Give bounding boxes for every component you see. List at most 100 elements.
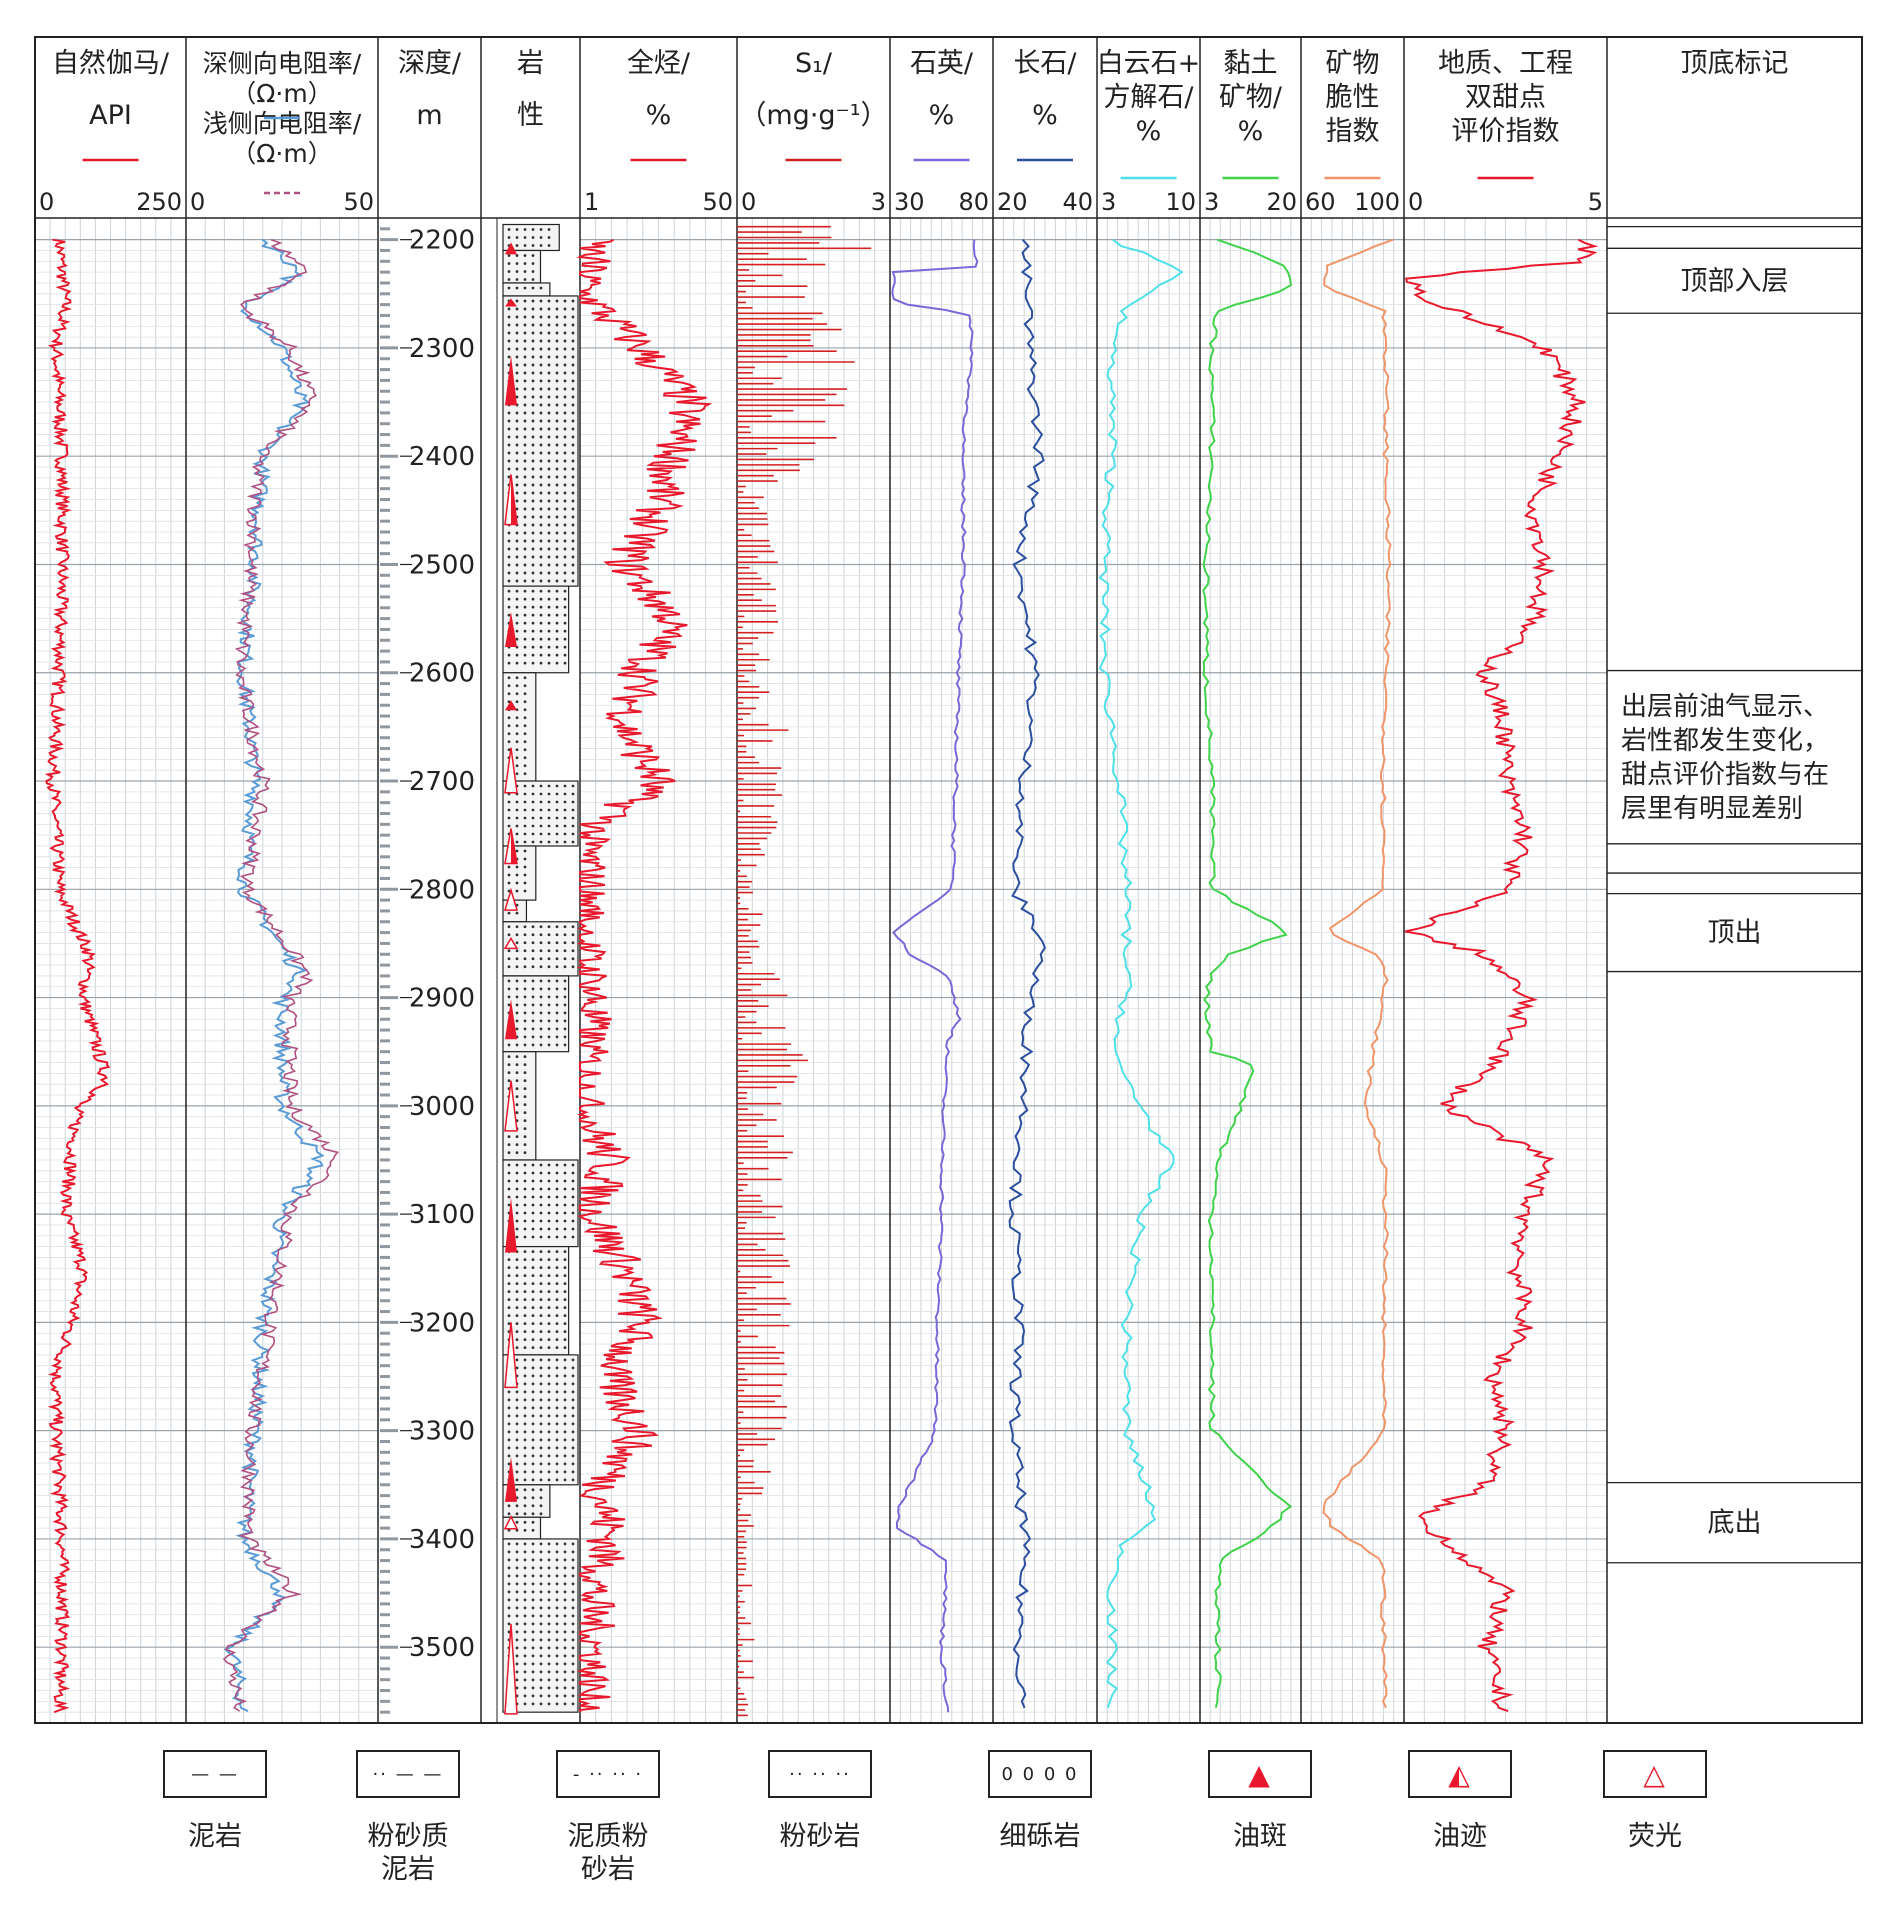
siltstone-dot (515, 244, 519, 247)
siltstone-dot (523, 661, 527, 665)
siltstone-dot (563, 1290, 567, 1293)
siltstone-dot (539, 307, 543, 311)
siltstone-dot (547, 483, 551, 487)
siltstone-dot (523, 933, 527, 937)
siltstone-dot (555, 957, 559, 961)
siltstone-dot (555, 1211, 559, 1215)
siltstone-dot (531, 467, 535, 471)
siltstone-dot (539, 1179, 543, 1183)
siltstone-dot (563, 1478, 567, 1482)
siltstone-dot (555, 1219, 559, 1223)
siltstone-dot (555, 597, 559, 601)
siltstone-dot (539, 1322, 543, 1325)
siltstone-dot (571, 1694, 575, 1698)
siltstone-dot (515, 1227, 519, 1231)
siltstone-dot (547, 1630, 551, 1634)
siltstone-dot (531, 1011, 535, 1015)
siltstone-dot (555, 299, 559, 303)
siltstone-dot (571, 957, 575, 961)
siltstone-dot (555, 1290, 559, 1293)
siltstone-dot (507, 1422, 511, 1426)
siltstone-dot (563, 1258, 567, 1261)
siltstone-dot (515, 1512, 519, 1516)
siltstone-dot (539, 475, 543, 479)
siltstone-dot (507, 824, 511, 828)
silty-mudstone-symbol-icon: ·· — — (356, 1750, 460, 1798)
siltstone-dot (563, 363, 567, 367)
siltstone-dot (539, 1430, 543, 1434)
siltstone-dot (515, 1606, 519, 1610)
siltstone-dot (571, 1398, 575, 1402)
siltstone-dot (563, 467, 567, 471)
siltstone-dot (555, 563, 559, 567)
siltstone-dot (523, 1258, 527, 1261)
scale-min-dol: 3 (1101, 188, 1116, 216)
siltstone-dot (515, 1678, 519, 1682)
siltstone-dot (515, 1558, 519, 1562)
siltstone-dot (571, 784, 575, 788)
siltstone-dot (539, 563, 543, 567)
siltstone-dot (539, 403, 543, 407)
siltstone-dot (523, 411, 527, 415)
siltstone-dot (515, 724, 519, 728)
siltstone-dot (563, 499, 567, 503)
siltstone-dot (507, 331, 511, 335)
siltstone-dot (531, 547, 535, 551)
siltstone-dot (555, 339, 559, 343)
siltstone-dot (531, 475, 535, 479)
siltstone-dot (507, 808, 511, 812)
siltstone-dot (523, 708, 527, 712)
curve-全烃 (576, 238, 713, 1713)
siltstone-dot (539, 816, 543, 820)
lithology-band (502, 1159, 579, 1248)
siltstone-dot (515, 772, 519, 776)
siltstone-dot (547, 1306, 551, 1309)
siltstone-dot (523, 865, 527, 869)
siltstone-dot (539, 933, 543, 937)
siltstone-dot (547, 1290, 551, 1293)
curve-深侧向电阻率 (223, 238, 325, 1713)
siltstone-dot (531, 339, 535, 343)
siltstone-dot (555, 1702, 559, 1706)
siltstone-dot (555, 832, 559, 836)
siltstone-dot (507, 531, 511, 535)
track-title-tg: 全烃/ (627, 48, 691, 79)
siltstone-dot (539, 539, 543, 543)
siltstone-dot (523, 816, 527, 820)
lithology-band (502, 295, 579, 587)
siltstone-dot (507, 979, 511, 983)
siltstone-dot (555, 1322, 559, 1325)
siltstone-dot (531, 1662, 535, 1666)
siltstone-dot (507, 363, 511, 367)
siltstone-dot (563, 483, 567, 487)
track-title-depth: 深度/ (398, 48, 462, 79)
siltstone-dot (539, 1414, 543, 1418)
oil-patch-icon (505, 1456, 517, 1502)
siltstone-dot (555, 1694, 559, 1698)
siltstone-dot (515, 1630, 519, 1634)
siltstone-dot (571, 1646, 575, 1650)
siltstone-dot (539, 443, 543, 447)
siltstone-dot (563, 840, 567, 844)
siltstone-dot (539, 395, 543, 399)
siltstone-dot (515, 1478, 519, 1482)
siltstone-dot (515, 1266, 519, 1269)
siltstone-dot (507, 278, 511, 281)
siltstone-dot (515, 1103, 519, 1107)
siltstone-dot (571, 1462, 575, 1466)
siltstone-dot (531, 925, 535, 929)
siltstone-dot (515, 700, 519, 704)
siltstone-dot (555, 1298, 559, 1301)
siltstone-dot (515, 286, 519, 290)
siltstone-dot (539, 1358, 543, 1362)
scale-max-res: 50 (343, 188, 374, 216)
siltstone-dot (531, 1638, 535, 1642)
siltstone-dot (523, 732, 527, 736)
siltstone-dot (547, 1558, 551, 1562)
track-title-qtz: 石英/ (910, 48, 974, 79)
siltstone-dot (555, 824, 559, 828)
siltstone-dot (539, 1250, 543, 1253)
siltstone-dot (571, 1374, 575, 1378)
siltstone-dot (507, 467, 511, 471)
siltstone-dot (523, 395, 527, 399)
